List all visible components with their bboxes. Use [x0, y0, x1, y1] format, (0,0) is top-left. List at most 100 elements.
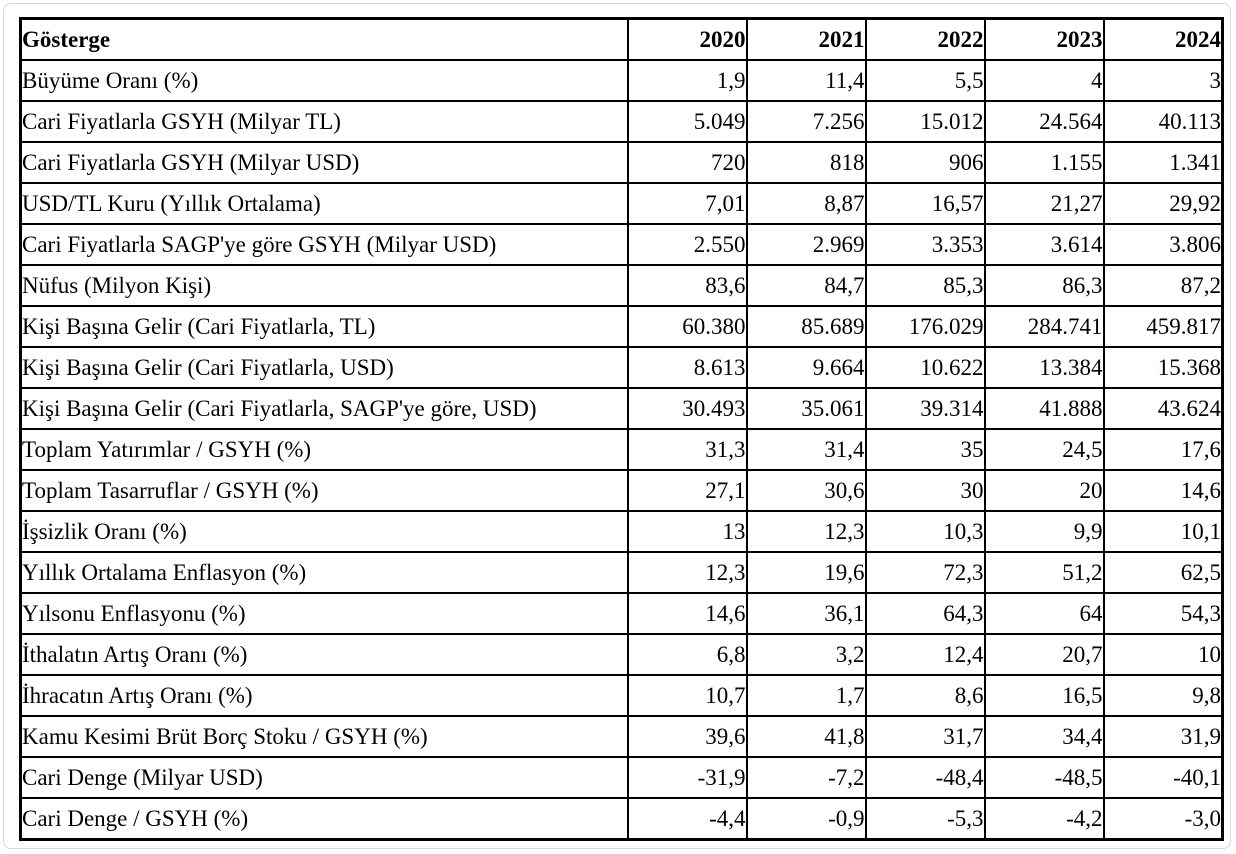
cell-value: 84,7	[745, 264, 867, 307]
cell-value: 1,9	[626, 59, 748, 102]
cell-value: 906	[864, 141, 986, 184]
cell-value: 11,4	[745, 59, 867, 102]
cell-value: 9.664	[745, 346, 867, 389]
cell-value: -40,1	[1102, 756, 1224, 799]
row-label: Kişi Başına Gelir (Cari Fiyatlarla, TL)	[19, 305, 629, 348]
table-body: Büyüme Oranı (%) 1,9 11,4 5,5 4 3 Cari Fiyat…	[19, 59, 1224, 841]
cell-value: 64,3	[864, 592, 986, 635]
cell-value: 83,6	[626, 264, 748, 307]
cell-value: 12,3	[626, 551, 748, 594]
row-label: Cari Fiyatlarla GSYH (Milyar TL)	[19, 100, 629, 143]
cell-value: 31,9	[1102, 715, 1224, 758]
row-label: Büyüme Oranı (%)	[19, 59, 629, 102]
cell-value: 40.113	[1102, 100, 1224, 143]
cell-value: 6,8	[626, 633, 748, 676]
row-label: Kişi Başına Gelir (Cari Fiyatlarla, USD)	[19, 346, 629, 389]
row-label: USD/TL Kuru (Yıllık Ortalama)	[19, 182, 629, 225]
cell-value: 36,1	[745, 592, 867, 635]
table-row: Toplam Yatırımlar / GSYH (%) 31,3 31,4 35 2…	[19, 428, 1224, 471]
cell-value: 15.012	[864, 100, 986, 143]
cell-value: 27,1	[626, 469, 748, 512]
cell-value: 9,8	[1102, 674, 1224, 717]
table-row: İhracatın Artış Oranı (%) 10,7 1,7 8,6 16,5…	[19, 674, 1224, 717]
cell-value: 8.613	[626, 346, 748, 389]
cell-value: 13	[626, 510, 748, 553]
cell-value: 176.029	[864, 305, 986, 348]
cell-value: 5,5	[864, 59, 986, 102]
cell-value: 7.256	[745, 100, 867, 143]
cell-value: 2.969	[745, 223, 867, 266]
header-year: 2021	[745, 17, 867, 61]
table-row: Büyüme Oranı (%) 1,9 11,4 5,5 4 3	[19, 59, 1224, 102]
row-label: Cari Denge (Milyar USD)	[19, 756, 629, 799]
table-row: USD/TL Kuru (Yıllık Ortalama) 7,01 8,87 16…	[19, 182, 1224, 225]
cell-value: 14,6	[1102, 469, 1224, 512]
table-row: Kamu Kesimi Brüt Borç Stoku / GSYH (%) 3…	[19, 715, 1224, 758]
row-label: Toplam Tasarruflar / GSYH (%)	[19, 469, 629, 512]
header-year: 2022	[864, 17, 986, 61]
cell-value: 3.614	[983, 223, 1105, 266]
cell-value: 4	[983, 59, 1105, 102]
table-row: Cari Denge (Milyar USD) -31,9 -7,2 -48,4 -4…	[19, 756, 1224, 799]
cell-value: 10.622	[864, 346, 986, 389]
cell-value: 14,6	[626, 592, 748, 635]
economic-indicators-table: Gösterge 2020 2021 2022 2023 2024 Büyüme Ora…	[19, 17, 1224, 841]
row-label: Kişi Başına Gelir (Cari Fiyatlarla, SAGP…	[19, 387, 629, 430]
cell-value: -5,3	[864, 797, 986, 841]
cell-value: 41.888	[983, 387, 1105, 430]
row-label: Nüfus (Milyon Kişi)	[19, 264, 629, 307]
table-row: Cari Denge / GSYH (%) -4,4 -0,9 -5,3 -4,2 -3…	[19, 797, 1224, 841]
cell-value: -48,5	[983, 756, 1105, 799]
table-row: Nüfus (Milyon Kişi) 83,6 84,7 85,3 86,3 87,2	[19, 264, 1224, 307]
table-row: Yıllık Ortalama Enflasyon (%) 12,3 19,6 72…	[19, 551, 1224, 594]
table-row: İşsizlik Oranı (%) 13 12,3 10,3 9,9 10,1	[19, 510, 1224, 553]
row-label: İthalatın Artış Oranı (%)	[19, 633, 629, 676]
cell-value: 86,3	[983, 264, 1105, 307]
cell-value: -48,4	[864, 756, 986, 799]
row-label: Yıllık Ortalama Enflasyon (%)	[19, 551, 629, 594]
cell-value: 29,92	[1102, 182, 1224, 225]
table-row: İthalatın Artış Oranı (%) 6,8 3,2 12,4 20,7…	[19, 633, 1224, 676]
cell-value: 9,9	[983, 510, 1105, 553]
cell-value: 284.741	[983, 305, 1105, 348]
cell-value: 1.341	[1102, 141, 1224, 184]
cell-value: 31,7	[864, 715, 986, 758]
cell-value: 30.493	[626, 387, 748, 430]
cell-value: 8,6	[864, 674, 986, 717]
table-row: Toplam Tasarruflar / GSYH (%) 27,1 30,6 30…	[19, 469, 1224, 512]
cell-value: 10	[1102, 633, 1224, 676]
table-row: Yılsonu Enflasyonu (%) 14,6 36,1 64,3 64 54,…	[19, 592, 1224, 635]
cell-value: -7,2	[745, 756, 867, 799]
cell-value: 10,7	[626, 674, 748, 717]
cell-value: 1,7	[745, 674, 867, 717]
cell-value: 60.380	[626, 305, 748, 348]
cell-value: 5.049	[626, 100, 748, 143]
cell-value: -4,4	[626, 797, 748, 841]
row-label: Toplam Yatırımlar / GSYH (%)	[19, 428, 629, 471]
cell-value: 3.806	[1102, 223, 1224, 266]
cell-value: 34,4	[983, 715, 1105, 758]
table-row: Cari Fiyatlarla GSYH (Milyar USD) 720 818…	[19, 141, 1224, 184]
cell-value: -0,9	[745, 797, 867, 841]
cell-value: 30,6	[745, 469, 867, 512]
cell-value: 54,3	[1102, 592, 1224, 635]
cell-value: 62,5	[1102, 551, 1224, 594]
cell-value: 818	[745, 141, 867, 184]
row-label: Cari Fiyatlarla GSYH (Milyar USD)	[19, 141, 629, 184]
cell-value: 31,4	[745, 428, 867, 471]
header-indicator: Gösterge	[19, 17, 629, 61]
cell-value: -4,2	[983, 797, 1105, 841]
cell-value: 16,57	[864, 182, 986, 225]
cell-value: 3,2	[745, 633, 867, 676]
cell-value: 24.564	[983, 100, 1105, 143]
header-year: 2023	[983, 17, 1105, 61]
row-label: Cari Denge / GSYH (%)	[19, 797, 629, 841]
cell-value: 41,8	[745, 715, 867, 758]
cell-value: 31,3	[626, 428, 748, 471]
table-row: Kişi Başına Gelir (Cari Fiyatlarla, TL) …	[19, 305, 1224, 348]
table-row: Kişi Başına Gelir (Cari Fiyatlarla, USD)…	[19, 346, 1224, 389]
cell-value: 3	[1102, 59, 1224, 102]
cell-value: -31,9	[626, 756, 748, 799]
cell-value: 720	[626, 141, 748, 184]
